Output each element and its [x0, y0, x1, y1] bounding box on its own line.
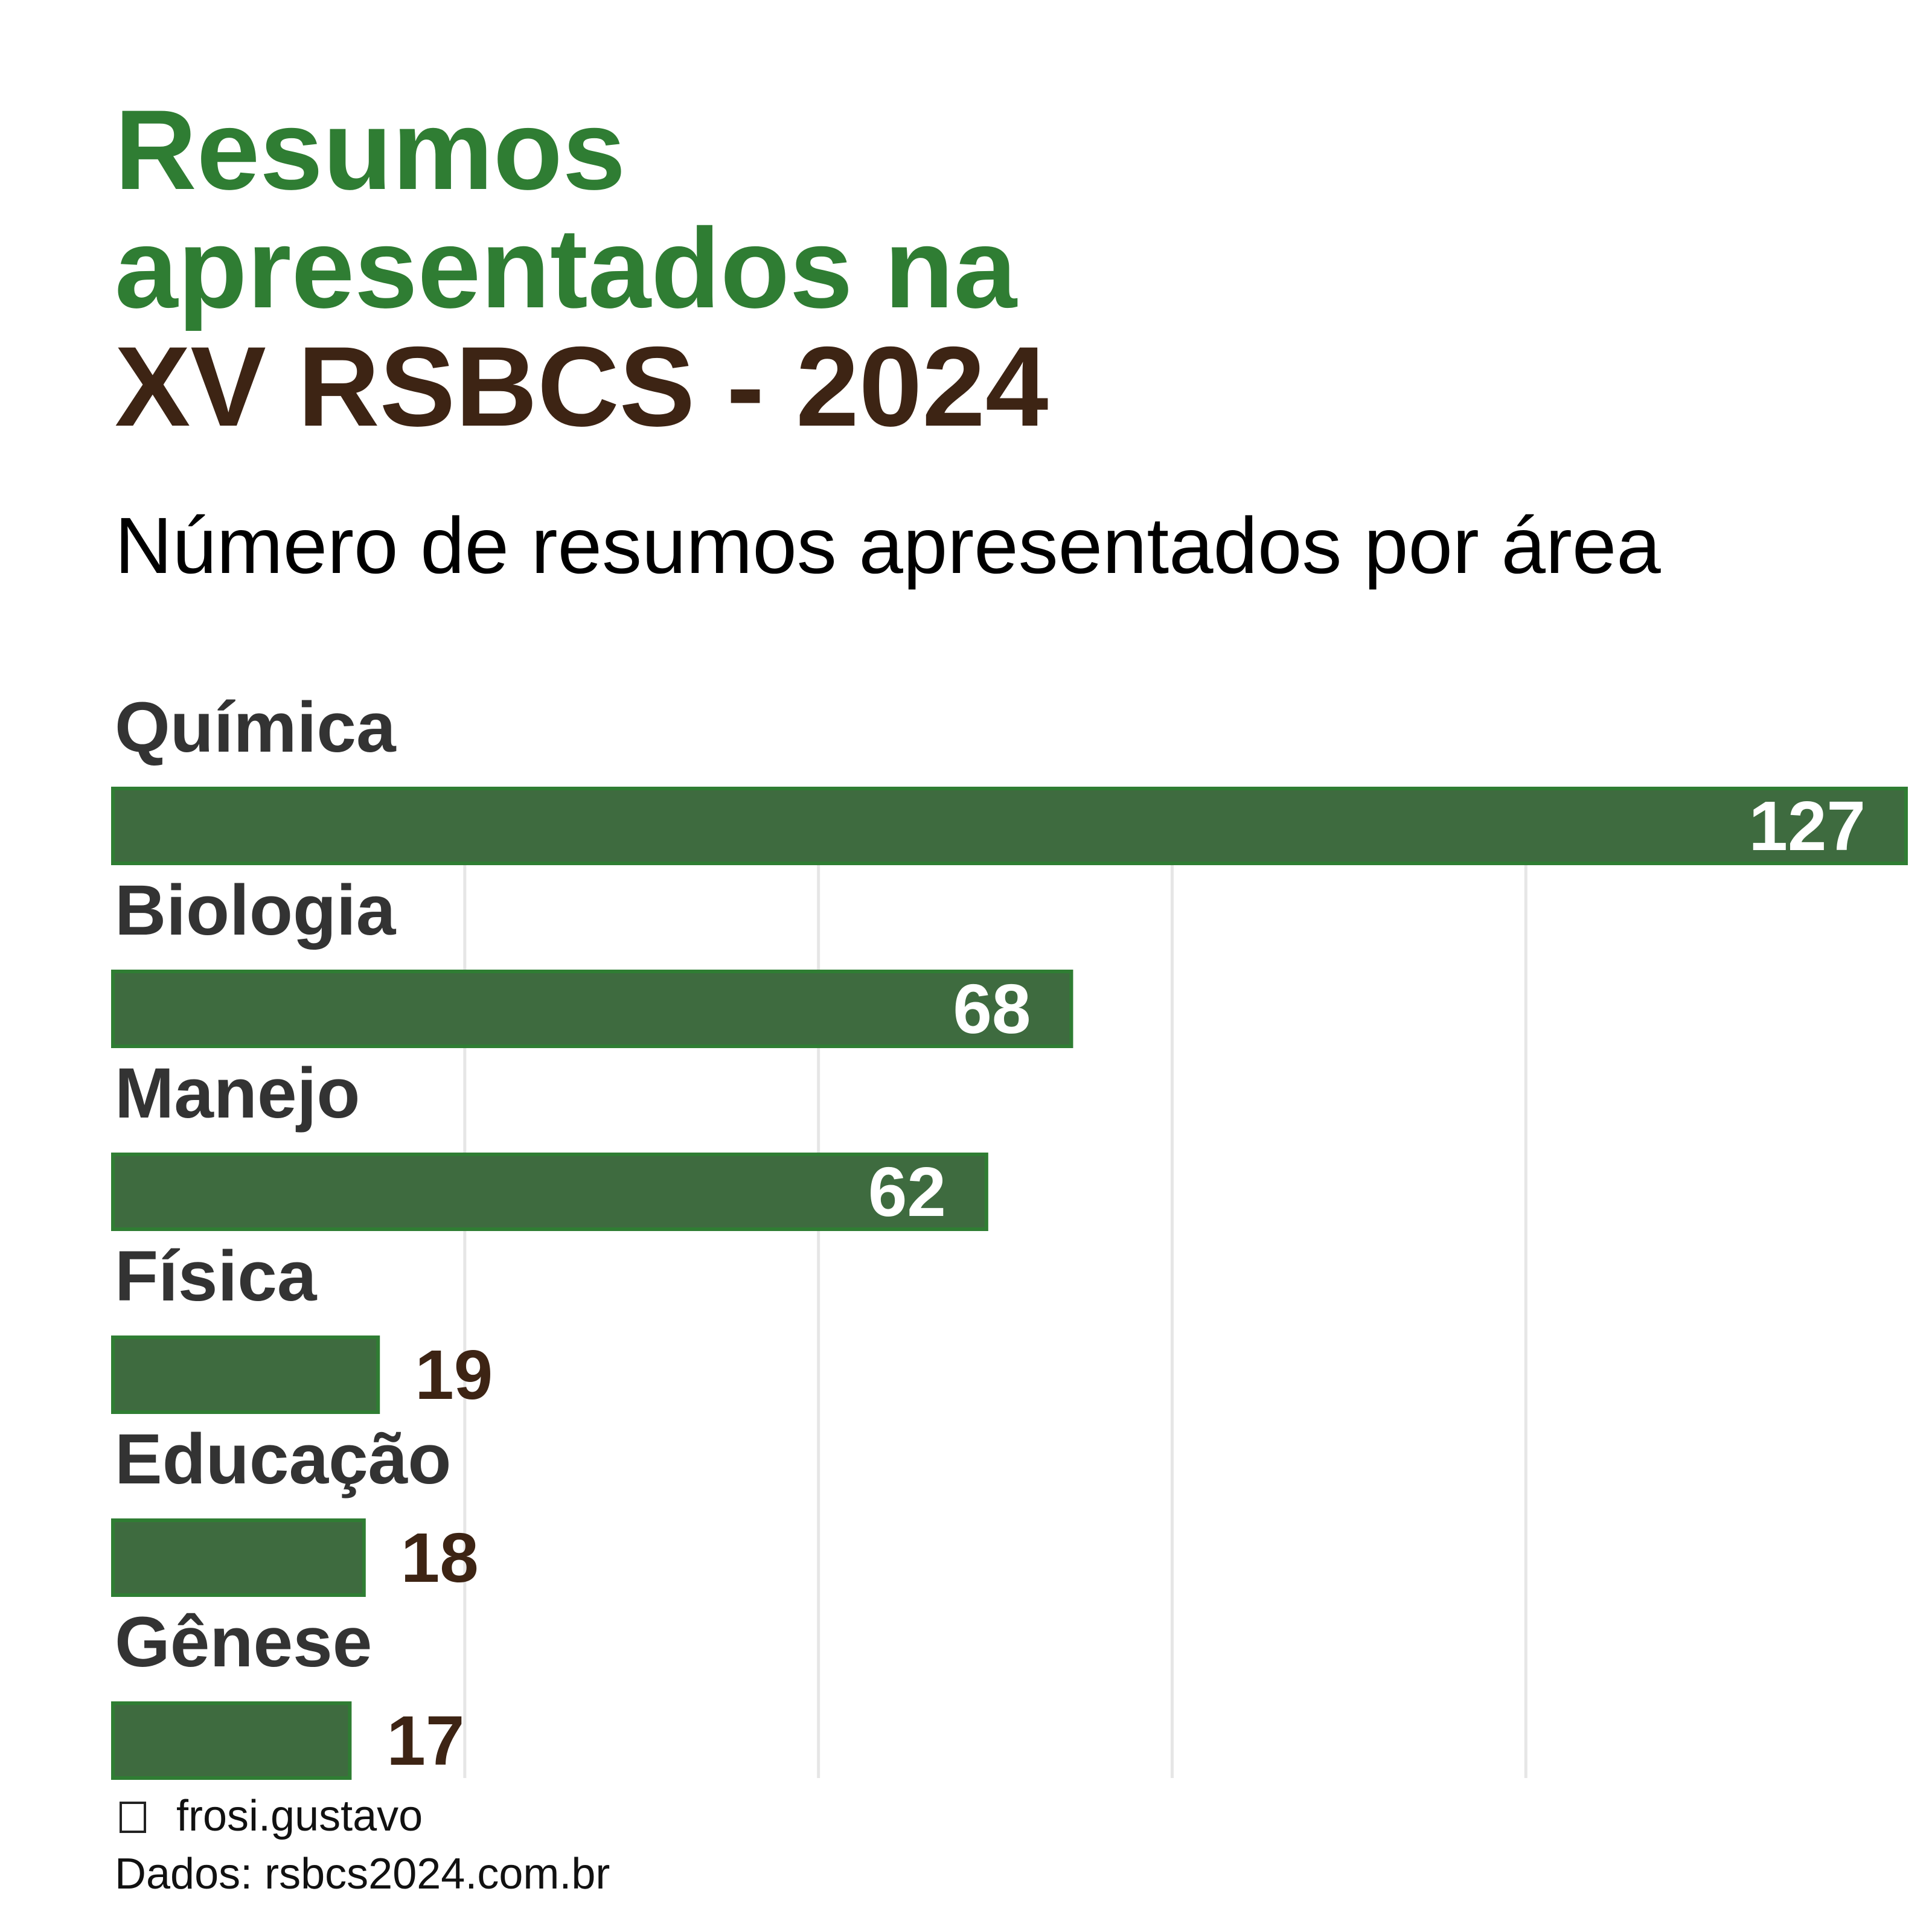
bar [111, 1701, 352, 1780]
instagram-icon [120, 1802, 146, 1833]
author-credit: frosi.gustavo [115, 1787, 610, 1845]
category-label: Gênese [115, 1602, 372, 1682]
chart-subtitle: Número de resumos apresentados por área [115, 501, 1661, 590]
data-source: Dados: rsbcs2024.com.br [115, 1850, 610, 1898]
value-label: 62 [868, 1153, 946, 1231]
bar [111, 1518, 366, 1597]
bar [111, 787, 1908, 865]
title-line-2: apresentados na [115, 205, 1017, 331]
bar [111, 970, 1073, 1048]
title-block: Resumos apresentados na XV RSBCS - 2024 [115, 91, 1866, 446]
bar [111, 1153, 988, 1231]
value-label: 68 [953, 970, 1031, 1048]
footer: frosi.gustavo Dados: rsbcs2024.com.br [115, 1787, 610, 1903]
category-label: Educação [115, 1419, 451, 1499]
category-label: Física [115, 1236, 318, 1316]
category-label: Química [115, 688, 397, 767]
value-label: 17 [386, 1701, 464, 1780]
category-label: Manejo [115, 1054, 360, 1133]
author-handle: frosi.gustavo [176, 1792, 423, 1840]
value-label: 127 [1748, 787, 1866, 865]
title-line-3: XV RSBCS - 2024 [115, 323, 1049, 450]
title-line-1: Resumos [115, 86, 626, 213]
bar [111, 1335, 380, 1414]
value-label: 18 [401, 1518, 479, 1597]
bars: Química 127 Biologia 68 Manejo 62 Física 19Educ… [111, 688, 1908, 1780]
category-label: Biologia [115, 871, 397, 950]
value-label: 19 [415, 1335, 493, 1414]
